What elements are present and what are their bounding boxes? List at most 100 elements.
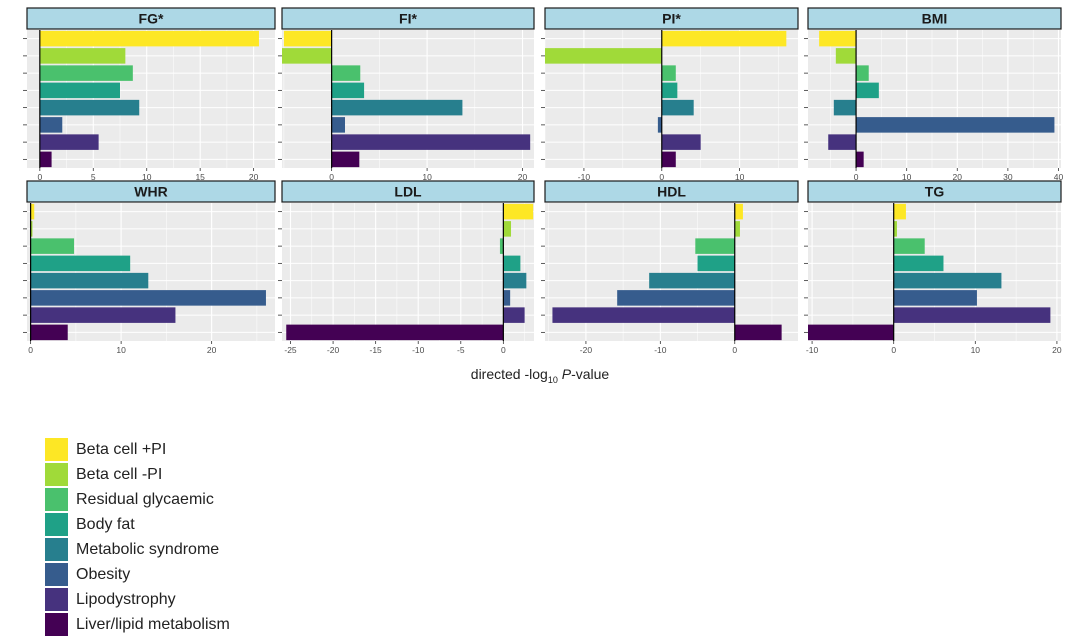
- chart-legend: Beta cell +PI Beta cell -PI Residual glyca…: [45, 437, 230, 637]
- x-tick-label: 0: [891, 345, 896, 355]
- x-tick-label: 10: [971, 345, 981, 355]
- panel-strip: [544, 7, 799, 30]
- x-tick-label: 10: [902, 172, 912, 182]
- legend-item: Liver/lipid metabolism: [45, 612, 230, 637]
- bar-liver-lipid-metabolism: [39, 151, 52, 168]
- bar-beta-cell-pi: [30, 221, 33, 237]
- x-tick-label: -15: [370, 345, 383, 355]
- bar-lipodystrophy: [893, 307, 1051, 323]
- bar-residual-glycaemic: [661, 65, 676, 81]
- legend-item: Residual glycaemic: [45, 487, 230, 512]
- bar-lipodystrophy: [503, 307, 525, 323]
- chart-svg: FG* 0 5 10 15 20 FI* 0 10 20 PI* -10 0 10 BMI 0 10 20 30 40…: [23, 7, 1063, 385]
- bar-residual-glycaemic: [499, 238, 504, 254]
- x-tick-label: 0: [28, 345, 33, 355]
- panel-strip: [26, 7, 276, 30]
- bar-beta-cell-pi: [819, 30, 857, 47]
- x-tick-label: 0: [37, 172, 42, 182]
- bar-beta-cell-pi: [503, 221, 512, 237]
- bar-beta-cell-pi: [893, 221, 897, 237]
- legend-swatch: [45, 488, 68, 511]
- bar-beta-cell-pi: [734, 203, 743, 220]
- panel-ldl: LDL -25 -20 -15 -10 -5 0: [278, 180, 535, 355]
- panel-strip: [807, 180, 1062, 203]
- bar-beta-cell-pi: [503, 203, 534, 220]
- bar-beta-cell-pi: [282, 48, 332, 64]
- x-tick-label: 20: [207, 345, 217, 355]
- x-tick-label: 15: [195, 172, 205, 182]
- x-tick-label: 0: [501, 345, 506, 355]
- bar-residual-glycaemic: [30, 238, 75, 254]
- legend-item: Beta cell +PI: [45, 437, 230, 462]
- bar-obesity: [893, 290, 977, 306]
- bar-obesity: [39, 117, 63, 133]
- x-tick-label: 0: [329, 172, 334, 182]
- bar-obesity: [30, 290, 266, 306]
- legend-swatch: [45, 438, 68, 461]
- bar-obesity: [503, 290, 511, 306]
- bar-lipodystrophy: [331, 134, 531, 150]
- x-tick-label: 5: [91, 172, 96, 182]
- bar-beta-cell-pi: [545, 48, 662, 64]
- bar-residual-glycaemic: [331, 65, 361, 81]
- bar-body-fat: [503, 255, 521, 272]
- x-tick-label: -20: [580, 345, 593, 355]
- bar-metabolic-syndrome: [39, 99, 140, 116]
- panel-strip: [281, 7, 535, 30]
- legend-swatch: [45, 538, 68, 561]
- legend-item: Lipodystrophy: [45, 587, 230, 612]
- bar-lipodystrophy: [661, 134, 701, 150]
- bar-beta-cell-pi: [893, 203, 906, 220]
- legend-item: Beta cell -PI: [45, 462, 230, 487]
- bar-liver-lipid-metabolism: [286, 324, 504, 341]
- legend-label: Metabolic syndrome: [76, 540, 220, 558]
- bar-beta-cell-pi: [661, 30, 787, 47]
- x-tick-label: 30: [1003, 172, 1013, 182]
- x-tick-label: 0: [659, 172, 664, 182]
- panel-title: PI*: [662, 11, 681, 27]
- panel-strip: [281, 180, 535, 203]
- bar-residual-glycaemic: [893, 238, 925, 254]
- x-tick-label: 10: [735, 172, 745, 182]
- legend-swatch: [45, 563, 68, 586]
- x-tick-label: 20: [953, 172, 963, 182]
- bar-residual-glycaemic: [39, 65, 133, 81]
- bar-liver-lipid-metabolism: [734, 324, 782, 341]
- bar-metabolic-syndrome: [649, 272, 735, 289]
- bar-beta-cell-pi: [30, 203, 35, 220]
- x-tick-label: 10: [142, 172, 152, 182]
- bar-liver-lipid-metabolism: [331, 151, 360, 168]
- x-tick-label: 0: [732, 345, 737, 355]
- panel-title: TG: [925, 184, 945, 200]
- legend-item: Obesity: [45, 562, 230, 587]
- x-tick-label: -10: [806, 345, 819, 355]
- x-axis-title: directed -log10 P-value: [471, 366, 610, 385]
- bar-body-fat: [39, 82, 120, 99]
- panel-title: LDL: [394, 184, 422, 200]
- legend-item: Body fat: [45, 512, 230, 537]
- bar-lipodystrophy: [39, 134, 99, 150]
- panel-strip: [807, 7, 1062, 30]
- panel-fi: FI* 0 10 20: [278, 7, 535, 182]
- bar-obesity: [657, 117, 662, 133]
- legend-label: Beta cell -PI: [76, 465, 163, 483]
- bar-obesity: [331, 117, 345, 133]
- x-tick-label: 10: [116, 345, 126, 355]
- panel-fg: FG* 0 5 10 15 20: [23, 7, 276, 182]
- bar-body-fat: [331, 82, 365, 99]
- panel-strip: [544, 180, 799, 203]
- panel-pi: PI* -10 0 10: [541, 7, 799, 182]
- bar-residual-glycaemic: [856, 65, 869, 81]
- panel-bmi: BMI 0 10 20 30 40: [804, 7, 1063, 182]
- bar-liver-lipid-metabolism: [661, 151, 676, 168]
- legend-item: Metabolic syndrome: [45, 537, 230, 562]
- bar-metabolic-syndrome: [503, 272, 527, 289]
- bar-body-fat: [661, 82, 678, 99]
- legend-label: Lipodystrophy: [76, 590, 176, 608]
- panel-title: WHR: [134, 184, 167, 200]
- x-tick-label: -5: [457, 345, 465, 355]
- x-tick-label: 20: [249, 172, 259, 182]
- bar-metabolic-syndrome: [893, 272, 1002, 289]
- legend-swatch: [45, 613, 68, 636]
- bar-beta-cell-pi: [734, 221, 740, 237]
